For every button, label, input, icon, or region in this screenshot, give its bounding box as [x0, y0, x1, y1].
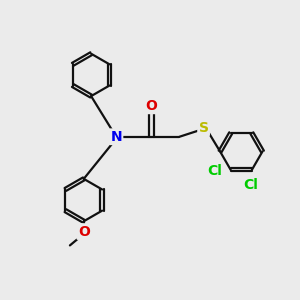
Text: N: N [110, 130, 122, 144]
Text: Cl: Cl [208, 164, 222, 178]
Text: O: O [78, 225, 90, 238]
Text: Cl: Cl [243, 178, 258, 192]
Text: O: O [146, 99, 158, 113]
Text: S: S [199, 121, 208, 135]
